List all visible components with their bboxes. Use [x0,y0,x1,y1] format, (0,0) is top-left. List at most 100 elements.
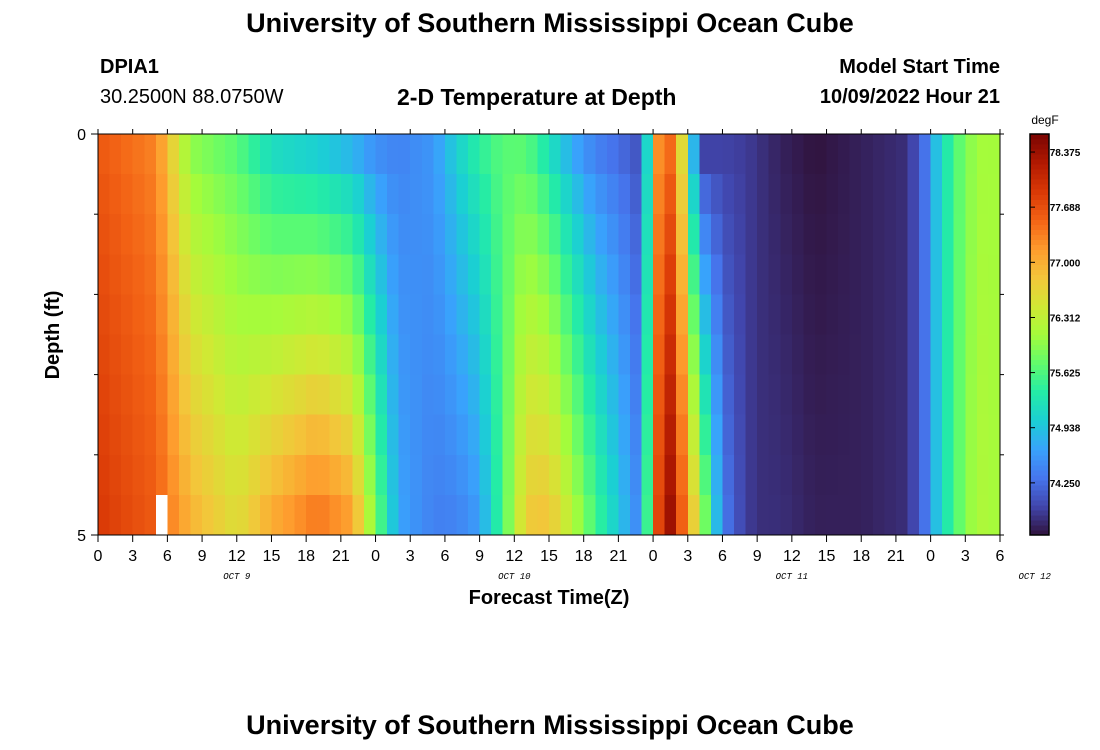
heatmap-cell [687,454,700,496]
heatmap-cell [549,374,562,416]
heatmap-cell [861,414,874,456]
heatmap-cell [988,494,1001,536]
heatmap-cell [375,494,388,536]
heatmap-cell [155,454,168,496]
heatmap-cell [502,214,515,255]
heatmap-cell [202,374,215,416]
heatmap-cell [734,134,747,175]
heatmap-cell [109,454,122,496]
heatmap-cell [468,254,481,295]
heatmap-cell [722,334,735,375]
heatmap-cell [537,334,550,375]
heatmap-cell [479,174,492,215]
colorbar-swatch [1030,169,1049,175]
heatmap-cell [653,294,666,335]
heatmap-cell [699,254,712,295]
heatmap-cell [583,134,596,175]
heatmap-cell [965,134,978,175]
heatmap-cell [537,254,550,295]
colorbar-swatch [1030,484,1049,491]
heatmap-cell [884,494,897,536]
heatmap-cell [861,214,874,255]
heatmap-cell [537,374,550,416]
heatmap-cell [144,214,157,255]
missing-data-cell [155,494,168,536]
heatmap-cell [976,294,990,335]
heatmap-cell [294,294,307,335]
colorbar-swatch [1030,489,1049,496]
colorbar-swatch [1030,244,1049,250]
colorbar-swatch [1030,189,1049,195]
heatmap-cell [953,174,966,215]
heatmap-cell [676,454,689,496]
heatmap-cell [271,374,284,416]
heatmap-cell [294,214,307,255]
heatmap-cell [791,214,805,255]
heatmap-cell [814,254,828,295]
heatmap-cell [930,214,943,255]
colorbar-swatch [1030,439,1049,446]
heatmap-cell [271,494,284,536]
heatmap-cell [444,174,458,215]
heatmap-cell [144,294,157,335]
heatmap-cell [861,134,874,175]
heatmap-cell [965,254,978,295]
heatmap-cell [942,374,955,416]
heatmap-cell [745,494,758,536]
heatmap-cell [294,454,307,496]
x-tick-label: 18 [575,548,593,565]
colorbar-swatch [1030,259,1049,265]
colorbar-tick-label: 76.312 [1050,313,1081,324]
heatmap-cell [248,254,261,295]
colorbar-swatch [1030,204,1049,210]
heatmap-cell [491,334,504,375]
heatmap-cell [421,374,434,416]
heatmap-cell [132,254,145,295]
heatmap-cell [734,254,747,295]
heatmap-cell [398,214,411,255]
heatmap-cell [699,134,712,175]
heatmap-cell [248,174,261,215]
heatmap-cell [283,174,296,215]
heatmap-cell [872,454,885,496]
heatmap-cell [167,494,180,536]
heatmap-cell [202,454,215,496]
heatmap-cell [953,494,966,536]
heatmap-cell [375,294,388,335]
heatmap-cell [317,214,330,255]
heatmap-cell [664,414,677,456]
heatmap-cell [768,174,781,215]
heatmap-cell [919,454,932,496]
heatmap-cell [537,214,550,255]
heatmap-cell [803,414,816,456]
colorbar-swatch [1030,309,1049,316]
heatmap-cell [572,374,585,416]
heatmap-cell [190,494,203,536]
colorbar-swatch [1030,219,1049,225]
heatmap-cell [456,494,469,536]
heatmap-cell [606,414,619,456]
heatmap-cell [953,134,966,175]
x-tick-label: 21 [332,548,350,565]
heatmap-cell [791,454,805,496]
heatmap-cell [861,334,874,375]
heatmap-cell [606,374,619,416]
x-tick-label: 3 [406,548,415,565]
heatmap-cell [514,414,527,456]
heatmap-cell [121,454,134,496]
colorbar-swatch [1030,429,1049,436]
heatmap-cell [213,494,226,536]
heatmap-cell [514,334,527,375]
heatmap-cell [283,454,296,496]
colorbar-swatch [1030,359,1049,366]
heatmap-cell [919,374,932,416]
heatmap-cell [942,294,955,335]
heatmap-cell [976,254,990,295]
heatmap-cell [352,254,365,295]
heatmap-cell [976,214,990,255]
heatmap-cell [722,414,735,456]
heatmap-cell [167,334,180,375]
colorbar-swatch [1030,134,1049,140]
heatmap-cell [306,214,319,255]
heatmap-cell [525,134,539,175]
